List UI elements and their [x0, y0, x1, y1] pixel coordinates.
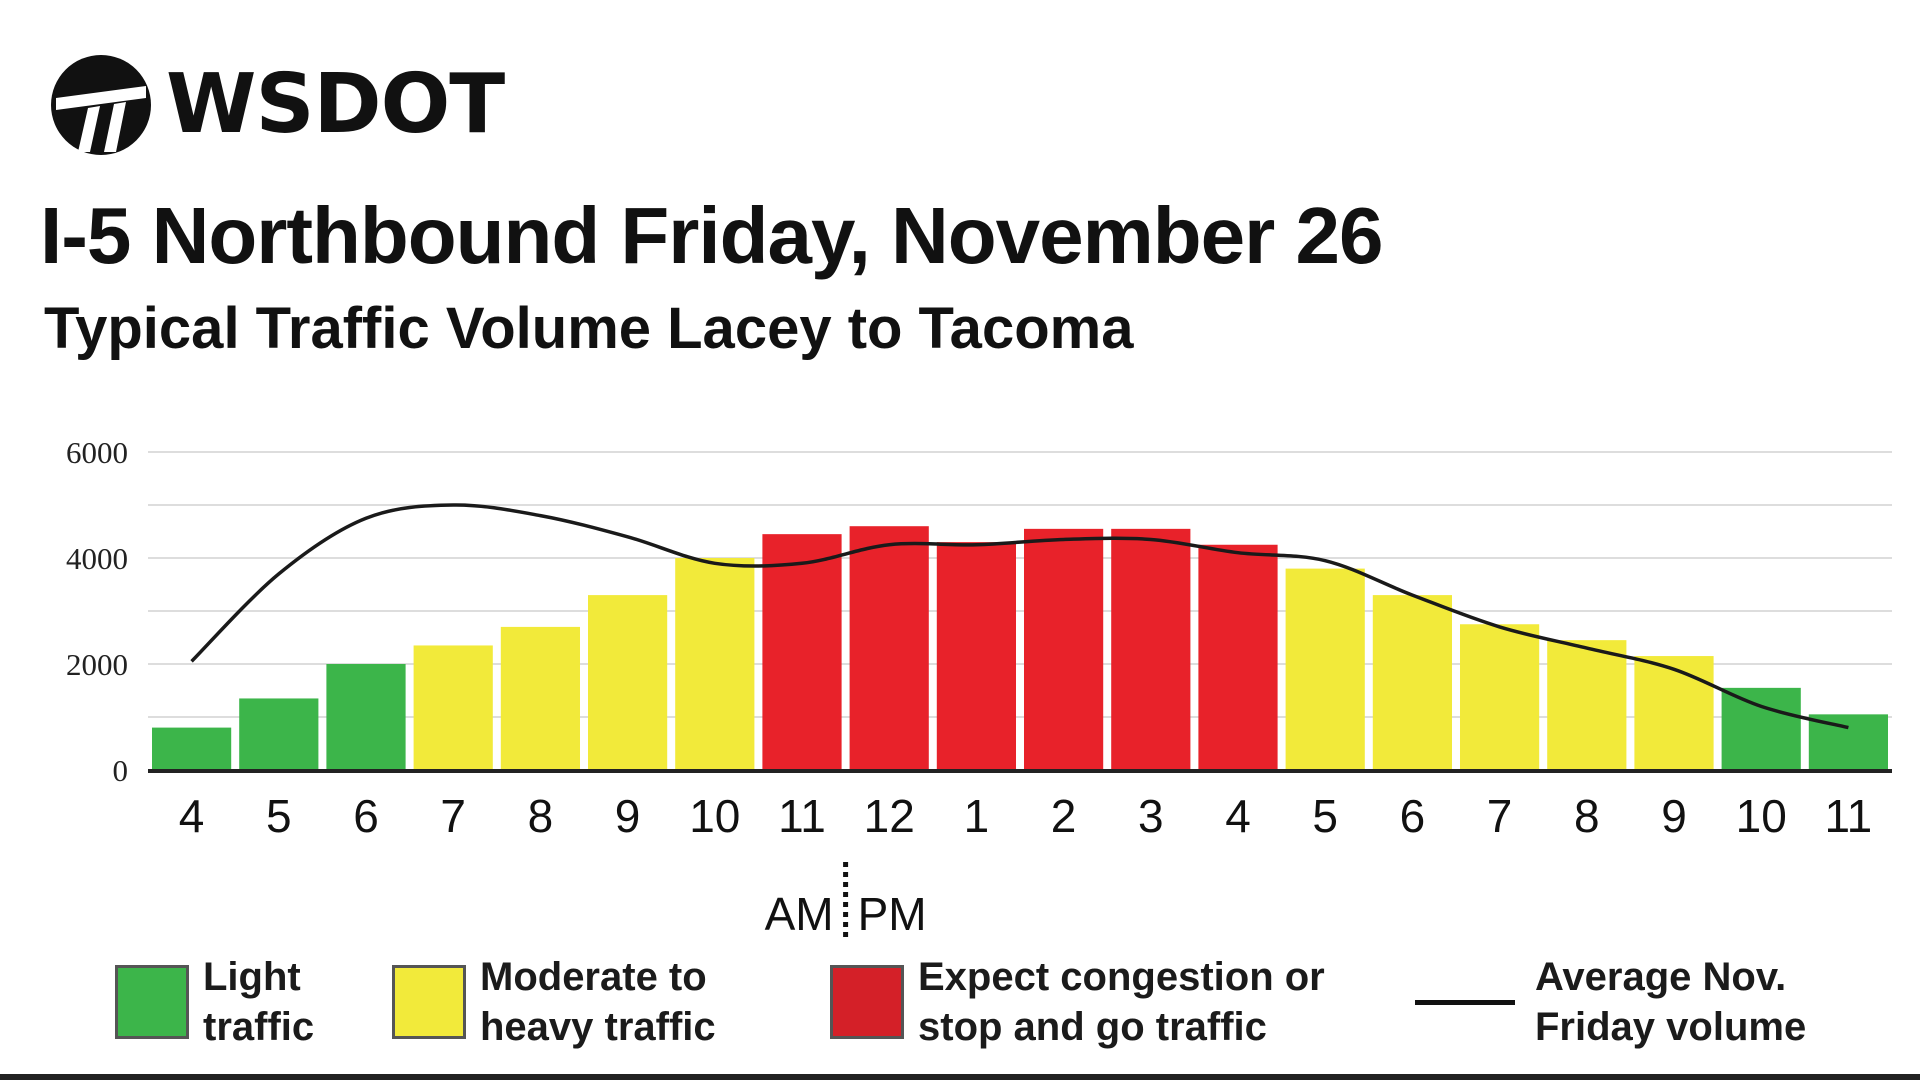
- bar-light: [326, 664, 406, 770]
- bottom-rule: [0, 1074, 1920, 1080]
- x-tick-label: 8: [528, 790, 554, 842]
- x-tick-label: 5: [266, 790, 292, 842]
- x-tick-label: 6: [1400, 790, 1426, 842]
- x-tick-label: 9: [615, 790, 641, 842]
- bar-moderate: [1460, 624, 1540, 770]
- bar-light: [239, 698, 319, 770]
- x-tick-label: 1: [964, 790, 990, 842]
- bar-congestion: [1024, 528, 1104, 770]
- bar-congestion: [762, 534, 842, 770]
- page-title: I-5 Northbound Friday, November 26: [40, 191, 1383, 280]
- wsdot-logo: WSDOT: [48, 52, 505, 158]
- bar-congestion: [1111, 528, 1191, 770]
- legend-congestion: Expect congestion or stop and go traffic: [830, 952, 1338, 1052]
- x-tick-label: 4: [179, 790, 205, 842]
- bar-light: [1721, 687, 1801, 770]
- x-tick-label: 9: [1661, 790, 1687, 842]
- x-tick-label: 12: [864, 790, 915, 842]
- x-tick-label: 8: [1574, 790, 1600, 842]
- bar-congestion: [1198, 544, 1278, 770]
- bar-moderate: [413, 645, 493, 770]
- bar-moderate: [1372, 595, 1452, 770]
- wsdot-logo-icon: [51, 55, 151, 155]
- x-tick-label: 6: [353, 790, 379, 842]
- x-tick-label: 2: [1051, 790, 1077, 842]
- am-label: AM: [765, 888, 834, 940]
- x-tick-label: 10: [1736, 790, 1787, 842]
- y-tick-label: 2000: [66, 647, 128, 682]
- x-tick-label: 7: [1487, 790, 1513, 842]
- legend-average: Average Nov. Friday volume: [1415, 952, 1835, 1052]
- legend-moderate: Moderate to heavy traffic: [392, 952, 780, 1052]
- bar-moderate: [1634, 656, 1714, 770]
- x-tick-label: 3: [1138, 790, 1164, 842]
- pm-label: PM: [858, 888, 927, 940]
- bar-light: [152, 727, 232, 770]
- legend-label-light: Light traffic: [203, 955, 315, 1049]
- x-tick-label: 11: [1825, 790, 1873, 842]
- legend-label-average: Average Nov. Friday volume: [1535, 955, 1807, 1049]
- legend-swatch-moderate: [392, 965, 466, 1039]
- bar-moderate: [500, 626, 580, 770]
- y-tick-label: 4000: [66, 541, 128, 576]
- page-subtitle: Typical Traffic Volume Lacey to Tacoma: [44, 296, 1134, 361]
- y-tick-label: 6000: [66, 435, 128, 470]
- bar-moderate: [1285, 568, 1365, 770]
- legend-label-moderate: Moderate to heavy traffic: [480, 955, 716, 1049]
- x-tick-label: 7: [440, 790, 466, 842]
- bar-congestion: [849, 526, 929, 770]
- legend-swatch-congestion: [830, 965, 904, 1039]
- bar-congestion: [936, 542, 1016, 770]
- y-tick-label: 0: [113, 753, 129, 788]
- legend-light: Light traffic: [115, 952, 453, 1052]
- x-tick-label: 5: [1312, 790, 1338, 842]
- x-tick-label: 10: [689, 790, 740, 842]
- bar-moderate: [675, 558, 755, 770]
- legend-swatch-light: [115, 965, 189, 1039]
- x-tick-label: 4: [1225, 790, 1251, 842]
- x-tick-label: 11: [778, 790, 826, 842]
- legend-line-average: [1415, 999, 1515, 1005]
- bar-moderate: [588, 595, 668, 770]
- logo-wordmark: WSDOT: [166, 57, 505, 152]
- legend-label-congestion: Expect congestion or stop and go traffic: [918, 955, 1325, 1049]
- bar-moderate: [1547, 640, 1627, 770]
- average-volume-line: [190, 503, 1849, 730]
